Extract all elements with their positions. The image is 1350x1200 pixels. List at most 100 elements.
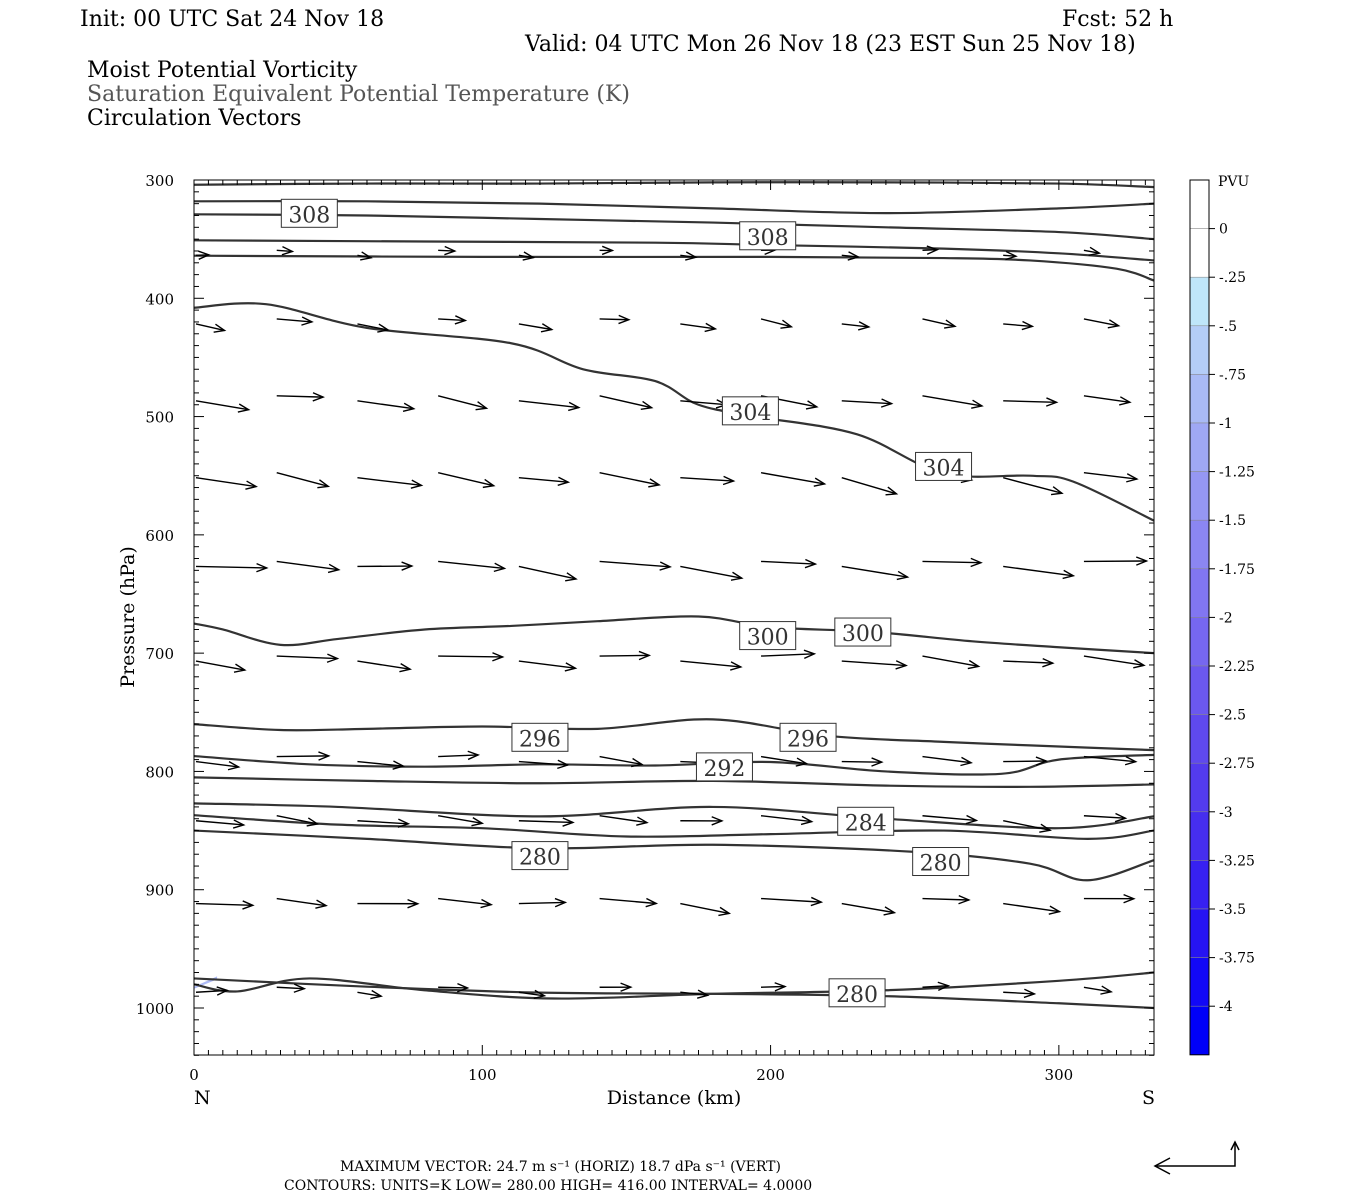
vector-shaft bbox=[195, 565, 267, 569]
field-title-pv: Moist Potential Vorticity bbox=[87, 58, 358, 83]
contour-label-text: 300 bbox=[842, 622, 884, 647]
colorbar-swatch bbox=[1189, 471, 1210, 521]
circulation-vector bbox=[680, 251, 698, 261]
circulation-vector bbox=[760, 755, 809, 767]
theta-e-contour bbox=[193, 200, 1155, 215]
colorbar-label: -.25 bbox=[1219, 270, 1246, 286]
vector-shaft bbox=[195, 760, 239, 768]
vector-head bbox=[467, 750, 481, 761]
vector-head bbox=[293, 983, 307, 993]
vector-shaft bbox=[1003, 323, 1033, 328]
circulation-vector bbox=[760, 472, 827, 487]
theta-e-contour bbox=[193, 239, 1155, 262]
theta-e-contour bbox=[193, 971, 1155, 1000]
forecast-hour: Fcst: 52 h bbox=[1062, 7, 1173, 32]
contour-label-layer: 308 308 304 304 300 300 296 296 292 284 280 280 280 bbox=[280, 198, 973, 1008]
vector-shaft bbox=[195, 400, 249, 411]
vector-shaft bbox=[438, 897, 492, 906]
vector-shaft bbox=[680, 254, 696, 258]
vector-head bbox=[245, 480, 258, 490]
vector-shaft bbox=[680, 477, 734, 482]
vector-head bbox=[522, 251, 536, 261]
vector-head bbox=[397, 818, 411, 828]
vector-head bbox=[198, 250, 211, 260]
colorbar-swatch bbox=[1189, 179, 1210, 229]
circulation-vector bbox=[841, 321, 871, 331]
circulation-vector bbox=[195, 900, 255, 910]
contour-label-text: 296 bbox=[787, 727, 829, 752]
colorbar-swatch bbox=[1189, 908, 1210, 958]
circulation-vector bbox=[276, 897, 328, 909]
vector-head bbox=[216, 986, 230, 996]
x-tick-label: 300 bbox=[1045, 1066, 1074, 1084]
circulation-vector bbox=[437, 395, 489, 411]
vector-head bbox=[810, 896, 824, 907]
vector-shaft bbox=[357, 254, 372, 259]
axis-ticks: 300 400 500 600 700 800 900 1000 0 100 200 300 bbox=[136, 172, 1154, 1084]
colorbar-label: -3.5 bbox=[1219, 902, 1246, 918]
circulation-vector bbox=[680, 816, 724, 826]
contour-label-box bbox=[511, 841, 569, 871]
contour-label-box bbox=[739, 621, 797, 651]
contour-label-text: 304 bbox=[923, 456, 965, 481]
contour-label-box bbox=[834, 617, 892, 647]
vector-shaft bbox=[438, 986, 468, 989]
vector-shaft bbox=[518, 820, 573, 824]
circulation-vector bbox=[276, 472, 331, 489]
vector-layer bbox=[195, 245, 1149, 1000]
vector-head bbox=[315, 899, 328, 909]
theta-e-contour bbox=[193, 718, 1155, 752]
circulation-vector bbox=[761, 558, 818, 569]
circulation-vector bbox=[1003, 756, 1049, 766]
contour-label-box bbox=[721, 396, 779, 426]
vector-head bbox=[944, 319, 957, 329]
circulation-vector bbox=[922, 245, 940, 255]
vector-shaft bbox=[438, 472, 494, 487]
theta-e-contour bbox=[193, 213, 1155, 241]
colorbar-title: PVU bbox=[1218, 174, 1250, 190]
contour-label: 308 bbox=[739, 221, 797, 251]
vector-shaft bbox=[761, 653, 815, 657]
vector-head bbox=[645, 897, 659, 908]
circulation-vector bbox=[841, 902, 897, 916]
vector-head bbox=[1133, 659, 1146, 669]
vector-head bbox=[568, 401, 581, 412]
vector-head bbox=[480, 898, 494, 909]
circulation-vector bbox=[518, 400, 581, 412]
circulation-vector bbox=[680, 660, 743, 671]
circulation-vector bbox=[599, 982, 633, 992]
vector-shaft bbox=[922, 897, 969, 901]
colorbar-swatch bbox=[1189, 228, 1210, 278]
vector-head bbox=[402, 402, 416, 413]
vector-head bbox=[1107, 319, 1121, 329]
circulation-vector bbox=[841, 757, 884, 767]
vector-shaft bbox=[438, 754, 479, 758]
circulation-vector bbox=[357, 898, 420, 909]
circulation-vector bbox=[922, 395, 984, 409]
vector-head bbox=[804, 558, 818, 569]
vector-head bbox=[557, 759, 570, 770]
circulation-vector bbox=[922, 981, 951, 992]
colorbar-label: -.5 bbox=[1219, 319, 1237, 335]
vector-shaft bbox=[357, 477, 422, 487]
vector-head bbox=[564, 662, 578, 672]
circulation-vector bbox=[195, 986, 230, 996]
circulation-vector bbox=[680, 902, 732, 917]
vector-head bbox=[960, 756, 973, 767]
circulation-vector bbox=[518, 759, 570, 770]
contour-label-box bbox=[912, 847, 970, 877]
vector-shaft bbox=[599, 815, 648, 824]
circulation-vector bbox=[438, 750, 481, 761]
contour-label-box bbox=[779, 722, 837, 752]
vector-head bbox=[880, 398, 894, 408]
contour-layer bbox=[193, 181, 1155, 1010]
vector-head bbox=[1100, 985, 1114, 995]
vector-head bbox=[965, 814, 979, 825]
vector-head bbox=[847, 251, 861, 261]
vector-head bbox=[318, 751, 331, 761]
vector-shaft bbox=[357, 991, 382, 997]
vector-shaft bbox=[1083, 655, 1145, 667]
max-vector-note: MAXIMUM VECTOR: 24.7 m s⁻¹ (HORIZ) 18.7 … bbox=[340, 1159, 781, 1175]
vector-shaft bbox=[1083, 249, 1100, 254]
vector-shaft bbox=[599, 472, 660, 486]
